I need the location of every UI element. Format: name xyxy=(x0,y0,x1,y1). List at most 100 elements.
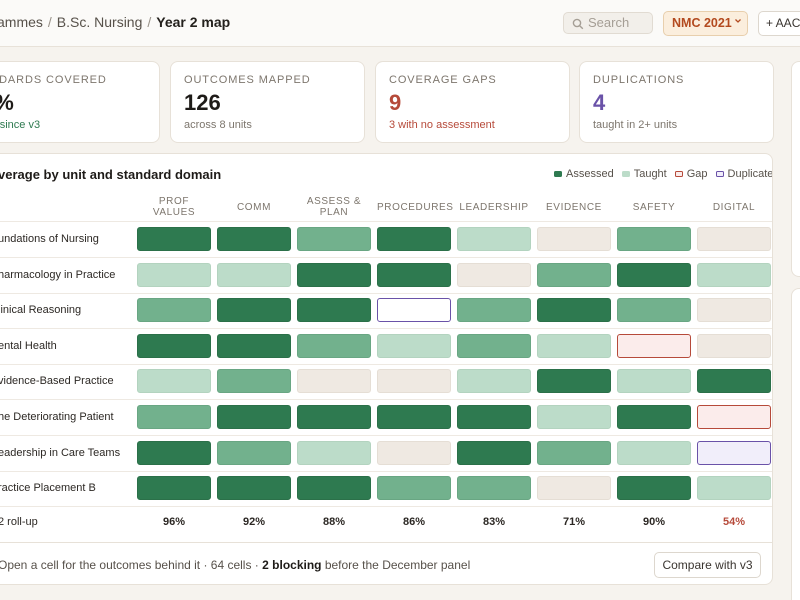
matrix-cell[interactable] xyxy=(617,262,691,287)
row-divider xyxy=(0,363,772,365)
matrix-cell[interactable] xyxy=(297,440,371,465)
matrix-cell[interactable] xyxy=(457,440,531,465)
matrix-cell[interactable] xyxy=(537,262,611,287)
matrix-cell[interactable] xyxy=(617,227,691,251)
matrix-cell[interactable] xyxy=(217,227,291,251)
matrix-legend: Assessed Taught Gap Duplicate xyxy=(554,168,772,180)
matrix-cell[interactable] xyxy=(297,476,371,501)
matrix-cell[interactable] xyxy=(217,262,291,287)
matrix-cell[interactable] xyxy=(137,262,211,287)
footer-suffix: before the December panel xyxy=(321,558,471,572)
matrix-cell[interactable] xyxy=(617,333,691,358)
matrix-cell[interactable] xyxy=(137,476,211,501)
matrix-cell[interactable] xyxy=(137,227,211,251)
breadcrumb-current: Year 2 map xyxy=(156,14,231,30)
matrix-cell[interactable] xyxy=(617,405,691,429)
unit-row-label[interactable]: harmacology in Practice xyxy=(0,268,116,281)
unit-row-label[interactable]: vidence-Based Practice xyxy=(0,375,114,388)
breadcrumb-program[interactable]: B.Sc. Nursing xyxy=(56,14,143,30)
stat-card-standards: ANDARDS COVERED 4% pts since v3 xyxy=(0,61,160,143)
breadcrumb-separator: / xyxy=(47,14,52,30)
matrix-cell[interactable] xyxy=(697,440,771,465)
unit-row-label[interactable]: he Deteriorating Patient xyxy=(0,411,114,423)
matrix-cell[interactable] xyxy=(137,298,211,323)
matrix-cell[interactable] xyxy=(297,298,371,323)
matrix-cell[interactable] xyxy=(137,333,211,358)
matrix-cell[interactable] xyxy=(457,405,531,429)
matrix-cell[interactable] xyxy=(297,405,371,429)
matrix-cell[interactable] xyxy=(697,476,771,501)
matrix-cell[interactable] xyxy=(137,369,211,394)
legend-assessed: Assessed xyxy=(554,168,614,180)
column-header-comm: COMM xyxy=(236,202,272,213)
matrix-cell[interactable] xyxy=(537,333,611,358)
matrix-cell[interactable] xyxy=(377,298,451,323)
matrix-cell[interactable] xyxy=(457,369,531,394)
stat-sub: 3 with no assessment xyxy=(389,119,495,131)
stat-label: DUPLICATIONS xyxy=(593,74,685,86)
matrix-cell[interactable] xyxy=(377,476,451,501)
matrix-cell[interactable] xyxy=(377,369,451,394)
matrix-cell[interactable] xyxy=(377,262,451,287)
matrix-cell[interactable] xyxy=(697,405,771,429)
matrix-cell[interactable] xyxy=(617,476,691,501)
matrix-cell[interactable] xyxy=(457,476,531,501)
search-placeholder: Search xyxy=(588,15,630,30)
unit-row-label[interactable]: eadership in Care Teams xyxy=(0,446,121,459)
matrix-cell[interactable] xyxy=(217,298,291,323)
legend-swatch xyxy=(554,171,562,177)
matrix-cell[interactable] xyxy=(697,227,771,251)
unit-row-label[interactable]: undations of Nursing xyxy=(0,233,99,245)
matrix-cell[interactable] xyxy=(377,333,451,358)
stat-sub: taught in 2+ units xyxy=(593,119,678,131)
standard-select[interactable]: NMC 2021 xyxy=(663,11,748,36)
rollup-percent: 71% xyxy=(562,515,586,528)
footer-blocking: 2 blocking xyxy=(262,558,322,572)
matrix-cell[interactable] xyxy=(457,262,531,287)
matrix-cell[interactable] xyxy=(297,262,371,287)
matrix-cell[interactable] xyxy=(217,369,291,394)
matrix-cell[interactable] xyxy=(697,262,771,287)
legend-label: Taught xyxy=(633,168,667,180)
unit-row-label[interactable]: ractice Placement B xyxy=(0,482,96,495)
matrix-cell[interactable] xyxy=(297,227,371,251)
matrix-cell[interactable] xyxy=(377,227,451,251)
matrix-cell[interactable] xyxy=(377,405,451,429)
matrix-cell[interactable] xyxy=(697,369,771,394)
matrix-cell[interactable] xyxy=(217,476,291,501)
matrix-cell[interactable] xyxy=(697,333,771,358)
matrix-cell[interactable] xyxy=(537,298,611,323)
matrix-title: verage by unit and standard domain xyxy=(0,167,222,182)
matrix-cell[interactable] xyxy=(537,405,611,429)
search-input[interactable]: Search xyxy=(563,12,653,34)
matrix-cell[interactable] xyxy=(297,333,371,358)
stat-value: 126 xyxy=(184,90,221,115)
matrix-cell[interactable] xyxy=(457,298,531,323)
compare-with-v3-button[interactable]: Compare with v3 xyxy=(654,552,761,578)
legend-label: Assessed xyxy=(566,168,614,180)
matrix-cell[interactable] xyxy=(537,440,611,465)
matrix-cell[interactable] xyxy=(217,333,291,358)
matrix-cell[interactable] xyxy=(617,298,691,323)
matrix-cell[interactable] xyxy=(137,405,211,429)
side-panel-top xyxy=(791,61,800,277)
unit-row-label[interactable]: ental Health xyxy=(0,339,57,352)
matrix-cell[interactable] xyxy=(377,440,451,465)
unit-row-label[interactable]: linical Reasoning xyxy=(0,304,82,317)
add-button[interactable]: + AAC xyxy=(758,11,800,36)
matrix-cell[interactable] xyxy=(697,298,771,323)
matrix-cell[interactable] xyxy=(217,405,291,429)
matrix-cell[interactable] xyxy=(457,333,531,358)
matrix-cell[interactable] xyxy=(617,369,691,394)
matrix-cell[interactable] xyxy=(137,440,211,465)
matrix-cell[interactable] xyxy=(617,440,691,465)
matrix-cell[interactable] xyxy=(297,369,371,394)
rollup-label: 2 roll-up xyxy=(0,515,38,528)
matrix-cell[interactable] xyxy=(457,227,531,251)
matrix-cell[interactable] xyxy=(217,440,291,465)
matrix-cell[interactable] xyxy=(537,227,611,251)
breadcrumb-programmes[interactable]: ammes xyxy=(0,14,43,30)
legend-swatch xyxy=(621,171,630,177)
matrix-cell[interactable] xyxy=(537,369,611,394)
matrix-cell[interactable] xyxy=(537,476,611,501)
